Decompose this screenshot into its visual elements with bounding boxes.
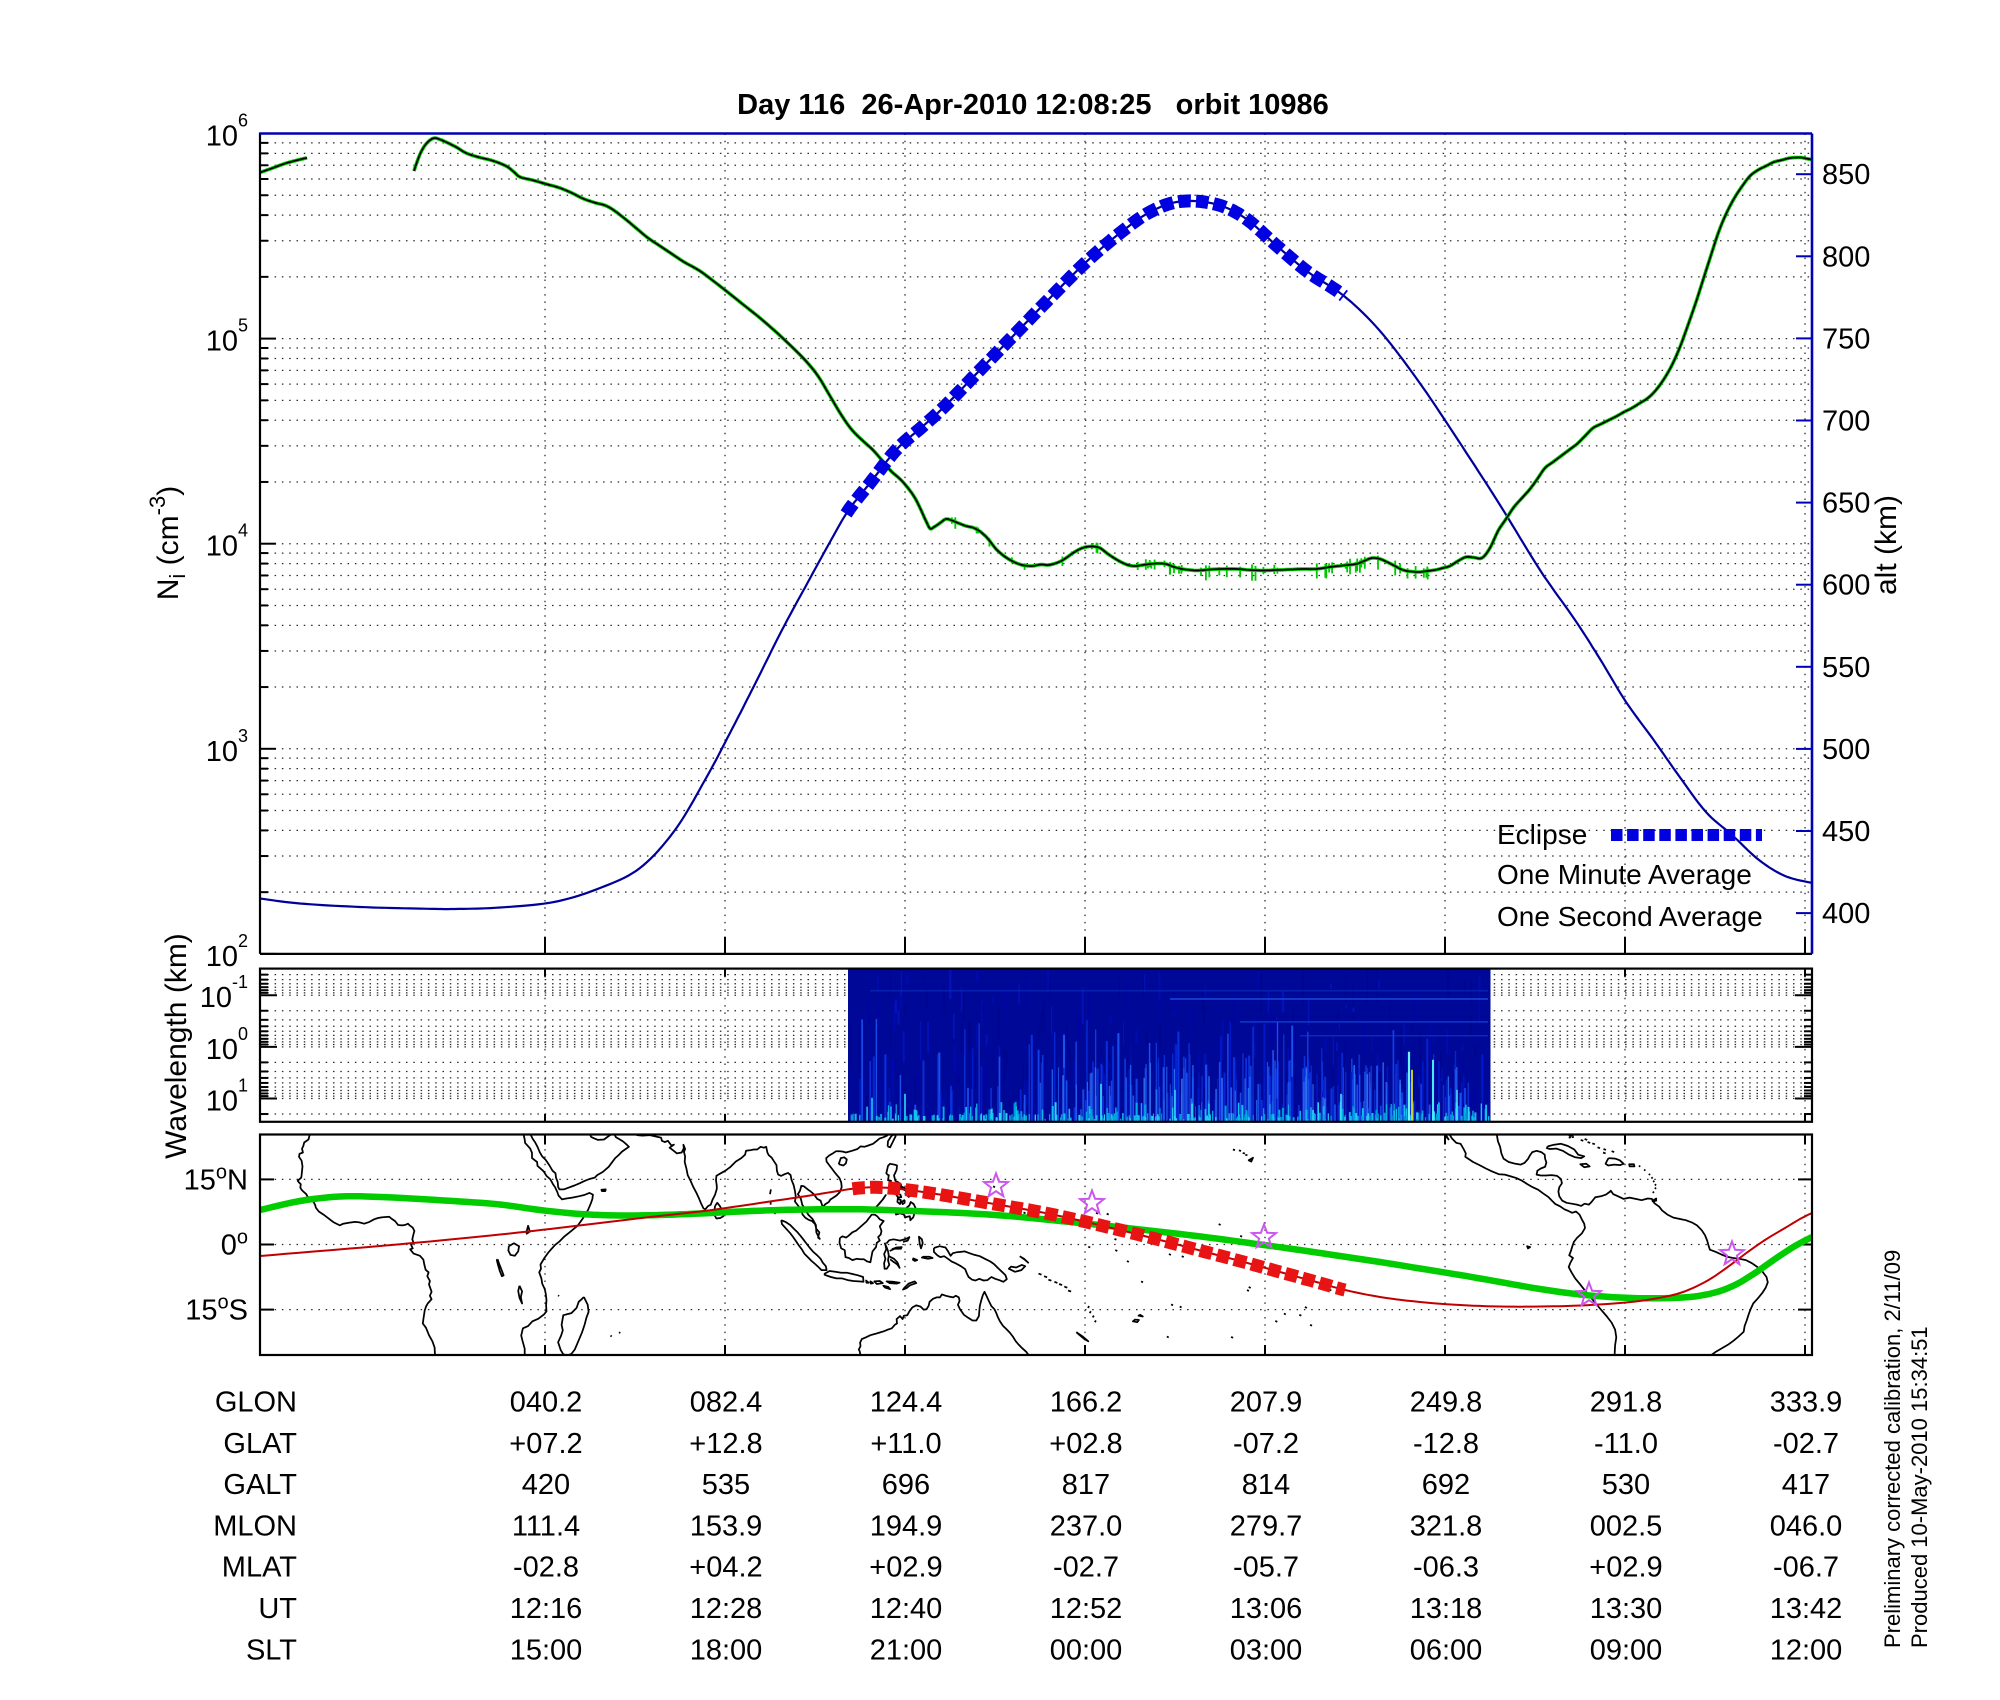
svg-text:09:00: 09:00 [1590, 1634, 1663, 1666]
svg-text:650: 650 [1822, 488, 1870, 520]
svg-text:Produced 10-May-2010 15:34:51: Produced 10-May-2010 15:34:51 [1907, 1326, 1932, 1648]
svg-text:-02.7: -02.7 [1773, 1428, 1839, 1460]
svg-text:111.4: 111.4 [512, 1510, 580, 1542]
svg-text:417: 417 [1782, 1469, 1830, 1501]
svg-text:-11.0: -11.0 [1594, 1428, 1658, 1460]
svg-text:GLON: GLON [215, 1387, 297, 1419]
svg-text:15oS: 15oS [185, 1292, 248, 1327]
svg-text:SLT: SLT [246, 1634, 297, 1666]
svg-text:+12.8: +12.8 [689, 1428, 762, 1460]
svg-text:13:06: 13:06 [1230, 1593, 1303, 1625]
svg-text:Wavelength (km): Wavelength (km) [160, 933, 193, 1159]
svg-text:700: 700 [1822, 406, 1870, 438]
svg-text:-02.7: -02.7 [1053, 1552, 1119, 1584]
svg-text:12:52: 12:52 [1050, 1593, 1123, 1625]
svg-text:040.2: 040.2 [510, 1387, 583, 1419]
svg-text:-02.8: -02.8 [513, 1552, 579, 1584]
svg-text:124.4: 124.4 [870, 1387, 943, 1419]
svg-text:800: 800 [1822, 241, 1870, 273]
svg-text:Eclipse: Eclipse [1497, 819, 1587, 850]
svg-text:13:30: 13:30 [1590, 1593, 1663, 1625]
svg-text:15oN: 15oN [184, 1161, 248, 1196]
svg-text:12:28: 12:28 [690, 1593, 763, 1625]
svg-text:12:00: 12:00 [1770, 1634, 1843, 1666]
svg-text:-05.7: -05.7 [1233, 1552, 1299, 1584]
svg-text:GALT: GALT [223, 1469, 297, 1501]
svg-text:249.8: 249.8 [1410, 1387, 1483, 1419]
svg-text:-06.3: -06.3 [1413, 1552, 1479, 1584]
svg-text:+02.9: +02.9 [869, 1552, 942, 1584]
svg-text:207.9: 207.9 [1230, 1387, 1303, 1419]
svg-text:817: 817 [1062, 1469, 1110, 1501]
svg-text:One Second Average: One Second Average [1497, 901, 1763, 932]
svg-text:291.8: 291.8 [1590, 1387, 1663, 1419]
svg-text:535: 535 [702, 1469, 750, 1501]
svg-text:082.4: 082.4 [690, 1387, 763, 1419]
svg-text:+04.2: +04.2 [689, 1552, 762, 1584]
svg-text:21:00: 21:00 [870, 1634, 943, 1666]
svg-text:046.0: 046.0 [1770, 1510, 1843, 1542]
svg-text:450: 450 [1822, 816, 1870, 848]
svg-text:+07.2: +07.2 [509, 1428, 582, 1460]
svg-text:550: 550 [1822, 652, 1870, 684]
svg-text:237.0: 237.0 [1050, 1510, 1123, 1542]
svg-text:12:16: 12:16 [510, 1593, 583, 1625]
svg-text:153.9: 153.9 [690, 1510, 763, 1542]
svg-text:279.7: 279.7 [1230, 1510, 1303, 1542]
svg-text:-07.2: -07.2 [1233, 1428, 1299, 1460]
svg-text:530: 530 [1602, 1469, 1650, 1501]
svg-text:13:42: 13:42 [1770, 1593, 1843, 1625]
svg-text:321.8: 321.8 [1410, 1510, 1483, 1542]
svg-text:00:00: 00:00 [1050, 1634, 1123, 1666]
svg-text:UT: UT [258, 1593, 297, 1625]
svg-text:Day 116 26-Apr-2010 12:08:25: Day 116 26-Apr-2010 12:08:25 orbit 10986 [737, 89, 1329, 121]
svg-text:15:00: 15:00 [510, 1634, 583, 1666]
svg-text:MLON: MLON [213, 1510, 297, 1542]
svg-text:-06.7: -06.7 [1773, 1552, 1839, 1584]
svg-text:850: 850 [1822, 159, 1870, 191]
svg-text:06:00: 06:00 [1410, 1634, 1483, 1666]
svg-text:692: 692 [1422, 1469, 1470, 1501]
svg-text:+02.9: +02.9 [1589, 1552, 1662, 1584]
svg-text:+02.8: +02.8 [1049, 1428, 1122, 1460]
svg-text:002.5: 002.5 [1590, 1510, 1663, 1542]
svg-text:333.9: 333.9 [1770, 1387, 1843, 1419]
svg-text:03:00: 03:00 [1230, 1634, 1303, 1666]
svg-text:814: 814 [1242, 1469, 1290, 1501]
svg-text:750: 750 [1822, 323, 1870, 355]
svg-text:166.2: 166.2 [1050, 1387, 1123, 1419]
svg-text:696: 696 [882, 1469, 930, 1501]
svg-text:194.9: 194.9 [870, 1510, 943, 1542]
svg-text:MLAT: MLAT [222, 1552, 297, 1584]
svg-text:One Minute Average: One Minute Average [1497, 859, 1752, 890]
svg-text:GLAT: GLAT [223, 1428, 297, 1460]
svg-text:13:18: 13:18 [1410, 1593, 1483, 1625]
svg-text:600: 600 [1822, 570, 1870, 602]
svg-text:400: 400 [1822, 898, 1870, 930]
svg-text:420: 420 [522, 1469, 570, 1501]
svg-text:+11.0: +11.0 [870, 1428, 941, 1460]
svg-text:500: 500 [1822, 734, 1870, 766]
svg-text:Preliminary corrected calibrat: Preliminary corrected calibration, 2/11/… [1880, 1250, 1905, 1648]
svg-text:18:00: 18:00 [690, 1634, 763, 1666]
svg-text:alt (km): alt (km) [1870, 495, 1903, 595]
svg-text:12:40: 12:40 [870, 1593, 943, 1625]
svg-text:-12.8: -12.8 [1413, 1428, 1479, 1460]
